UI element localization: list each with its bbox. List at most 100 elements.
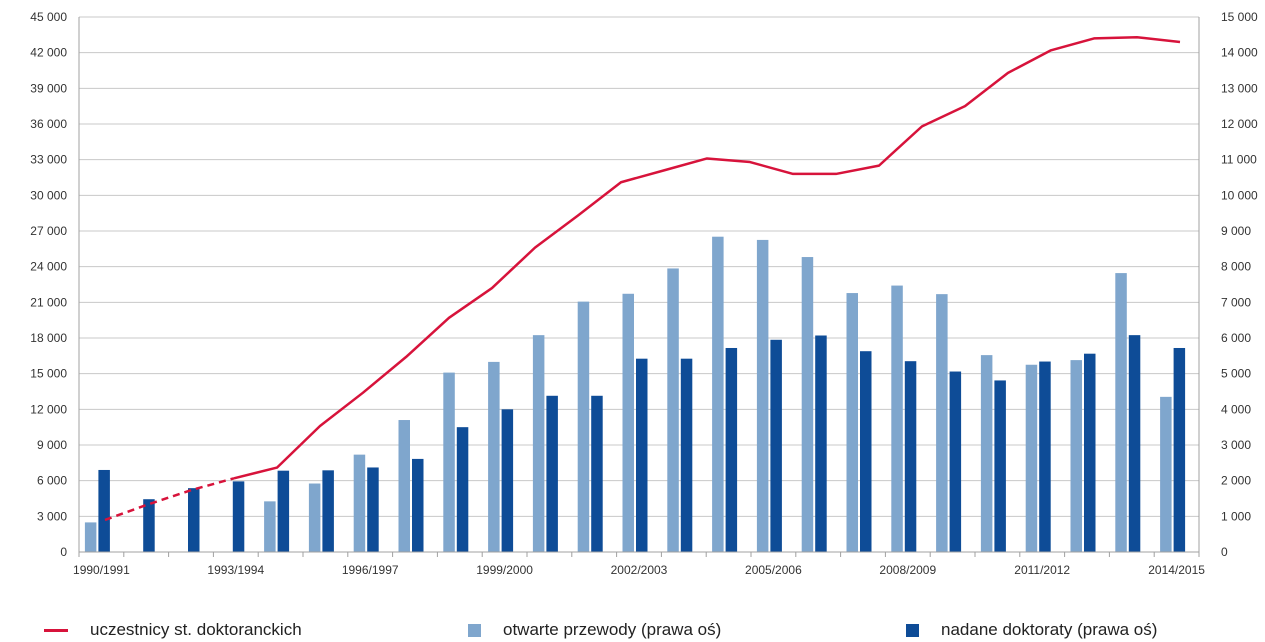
legend-item-opened: otwarte przewody (prawa oś) <box>468 620 721 640</box>
left-tick-label: 21 000 <box>30 295 67 309</box>
bar-awarded <box>367 467 379 552</box>
bar-awarded <box>232 481 245 552</box>
legend: uczestnicy st. doktoranckich otwarte prz… <box>0 620 1265 642</box>
x-tick-label: 2011/2012 <box>1014 563 1070 577</box>
right-tick-label: 2 000 <box>1221 474 1251 488</box>
right-tick-label: 12 000 <box>1221 117 1258 131</box>
legend-swatch-box <box>906 623 919 637</box>
bar-opened <box>712 236 724 552</box>
bar-opened <box>532 335 545 552</box>
bar-awarded <box>994 380 1006 552</box>
bar-opened <box>1025 364 1038 552</box>
x-tick-label: 2014/2015 <box>1148 563 1205 577</box>
line-series <box>104 35 1181 522</box>
x-tick-label: 2005/2006 <box>745 563 802 577</box>
bar-opened <box>1160 396 1172 552</box>
left-tick-label: 36 000 <box>30 117 67 131</box>
left-tick-label: 12 000 <box>30 402 67 416</box>
bar-awarded <box>546 395 558 552</box>
x-tick-label: 1996/1997 <box>342 563 399 577</box>
left-tick-label: 42 000 <box>30 46 67 60</box>
right-tick-label: 6 000 <box>1221 331 1251 345</box>
bar-opened <box>936 294 948 552</box>
right-tick-label: 15 000 <box>1221 10 1258 24</box>
bar-opened <box>891 285 903 552</box>
left-tick-label: 27 000 <box>30 224 67 238</box>
bar-awarded <box>277 470 290 552</box>
bar-awarded <box>1128 335 1141 552</box>
right-tick-label: 9 000 <box>1221 224 1251 238</box>
x-tick-label: 2002/2003 <box>611 563 668 577</box>
left-axis-ticks: 0 3 000 6 000 9 000 12 000 15 000 18 000 21 000… <box>30 10 67 559</box>
bar-awarded <box>770 339 782 552</box>
right-tick-label: 0 <box>1221 545 1228 559</box>
bar-opened <box>84 522 97 552</box>
bar-opened <box>443 372 455 552</box>
bar-opened <box>398 420 410 552</box>
right-tick-label: 4 000 <box>1221 402 1251 416</box>
left-tick-label: 39 000 <box>30 81 67 95</box>
bar-opened <box>667 268 679 552</box>
left-tick-label: 30 000 <box>30 188 67 202</box>
bar-opened <box>846 293 858 552</box>
bar-awarded <box>815 335 827 552</box>
line-participants-dashed <box>104 477 235 522</box>
x-tick-label: 1999/2000 <box>476 563 533 577</box>
right-tick-label: 1 000 <box>1221 509 1251 523</box>
left-tick-label: 18 000 <box>30 331 67 345</box>
right-tick-label: 13 000 <box>1221 81 1258 95</box>
bar-awarded <box>456 427 469 552</box>
bar-opened <box>488 361 500 552</box>
bar-awarded <box>143 499 155 552</box>
left-tick-label: 33 000 <box>30 153 67 167</box>
right-tick-label: 14 000 <box>1221 46 1258 60</box>
right-tick-label: 8 000 <box>1221 260 1251 274</box>
bar-awarded <box>188 488 200 552</box>
right-axis-ticks: 0 1 000 2 000 3 000 4 000 5 000 6 000 7 000 8 00… <box>1221 10 1258 559</box>
left-tick-label: 3 000 <box>37 509 67 523</box>
bar-awarded <box>322 470 334 552</box>
bar-awarded <box>98 469 110 552</box>
bar-awarded <box>904 361 917 552</box>
x-tick-label: 1993/1994 <box>207 563 264 577</box>
left-tick-label: 24 000 <box>30 260 67 274</box>
left-tick-label: 0 <box>60 545 67 559</box>
bar-awarded <box>1039 361 1051 552</box>
right-tick-label: 11 000 <box>1221 153 1257 167</box>
bar-awarded <box>1084 353 1096 552</box>
legend-label: otwarte przewody (prawa oś) <box>503 620 722 639</box>
bar-series <box>84 236 1186 552</box>
legend-label: uczestnicy st. doktoranckich <box>90 620 302 639</box>
right-tick-label: 5 000 <box>1221 367 1251 381</box>
bar-awarded <box>501 409 514 552</box>
bar-awarded <box>725 347 738 552</box>
bar-awarded <box>860 351 872 552</box>
legend-label: nadane doktoraty (prawa oś) <box>941 620 1158 639</box>
bar-awarded <box>412 458 424 552</box>
x-tick-label: 2008/2009 <box>879 563 936 577</box>
bar-awarded <box>680 358 693 552</box>
bar-opened <box>264 501 276 552</box>
bar-opened <box>980 355 993 552</box>
bar-awarded <box>1173 347 1186 552</box>
axes <box>78 17 1200 557</box>
right-tick-label: 10 000 <box>1221 188 1258 202</box>
right-tick-label: 7 000 <box>1221 295 1251 309</box>
bar-opened <box>1115 273 1127 552</box>
legend-item-awarded: nadane doktoraty (prawa oś) <box>906 620 1157 640</box>
left-tick-label: 6 000 <box>37 474 67 488</box>
left-tick-label: 15 000 <box>30 367 67 381</box>
right-tick-label: 3 000 <box>1221 438 1251 452</box>
legend-item-participants: uczestnicy st. doktoranckich <box>44 620 302 640</box>
bar-opened <box>1070 360 1082 552</box>
x-axis-ticks: 1990/1991 1993/1994 1996/1997 1999/2000 2002… <box>73 563 1205 577</box>
bar-opened <box>756 239 769 552</box>
legend-swatch-line <box>44 628 68 632</box>
left-tick-label: 45 000 <box>30 10 67 24</box>
bar-awarded <box>636 358 648 552</box>
bar-opened <box>801 257 814 552</box>
bar-awarded <box>949 371 962 552</box>
line-participants <box>233 35 1181 480</box>
bar-opened <box>353 454 366 552</box>
